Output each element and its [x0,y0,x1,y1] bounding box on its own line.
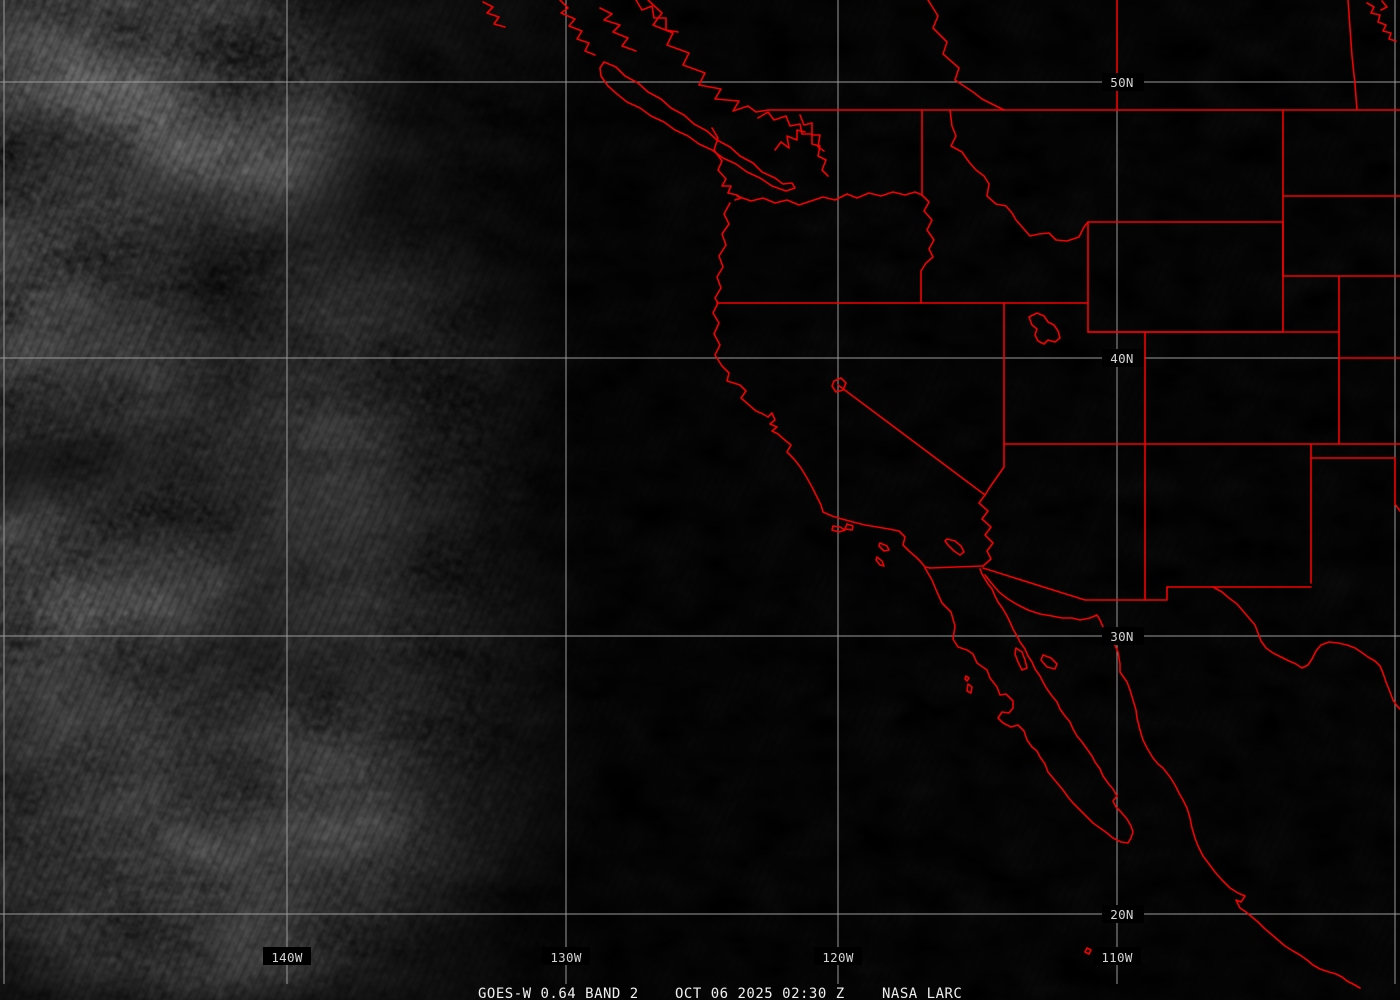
label-mask-130w [542,947,590,965]
label-mask-110w [1093,947,1141,965]
border-sask-manitoba [1347,0,1358,111]
border-nv-az-tip [984,443,1005,496]
lon-label-140w: 140W [271,950,302,965]
lat-label-40n: 40N [1110,351,1133,366]
border-ca-mexico [929,565,984,569]
bc-fjords-mid [559,0,596,56]
label-mask-120w [814,947,862,965]
puget-sound-inlets-2 [774,129,806,151]
lon-label-110w: 110W [1101,950,1132,965]
great-salt-lake [1028,312,1061,345]
isla-angel-de-la-guarda [1014,647,1028,671]
puget-sound-inlets-1 [757,111,829,177]
caption-credit: NASA LARC [882,986,962,1000]
canada-lakes-squiggle [1366,0,1397,42]
lon-label-130w: 130W [550,950,581,965]
lake-tahoe [831,377,847,393]
lat-label-50n: 50N [1110,75,1133,90]
salton-sea [944,538,965,556]
label-mask-30n [1102,627,1144,645]
channel-islands-north [831,523,854,533]
small-island-dot [1084,947,1092,955]
label-mask-140w [263,947,311,965]
santa-catalina-island [878,542,890,552]
colorado-river-ca-az [978,494,994,567]
coastline-mexico-mainland [984,574,1361,989]
border-or-id-snake-river [920,194,935,304]
label-mask-50n [1102,73,1144,91]
border-az-mexico [982,567,1168,601]
label-mask-40n [1102,349,1144,367]
lon-label-120w: 120W [822,950,853,965]
puget-sound-inlets-3 [799,114,825,152]
vancouver-island [599,61,796,192]
rio-grande [1212,586,1400,710]
grid-labels: 50N 40N 30N 20N 140W 130W 120W 110W [263,73,1144,965]
lat-label-30n: 30N [1110,629,1133,644]
border-ok-tx-panhandle [1310,457,1400,512]
label-mask-20n [1102,905,1144,923]
isla-cedros [964,675,973,694]
caption-bar: GOES-W 0.64 BAND 2 OCT 06 2025 02:30 Z N… [478,986,962,1000]
san-clemente-island [875,556,885,567]
caption-product: GOES-W 0.64 BAND 2 [478,986,639,1000]
border-bc-alberta [927,0,1005,111]
caption-datetime: OCT 06 2025 02:30 Z [675,986,845,1000]
map-overlay [482,0,1400,989]
bc-fjords-west [482,1,506,28]
border-id-mt [949,109,1089,242]
lat-label-20n: 20N [1110,907,1133,922]
coastline-baja-california [924,567,1134,844]
border-ca-nv-diagonal [837,384,986,496]
isla-tiburon [1040,654,1058,670]
border-wa-or-columbia-river [736,191,923,206]
coastline-bc-mainland [647,0,769,113]
